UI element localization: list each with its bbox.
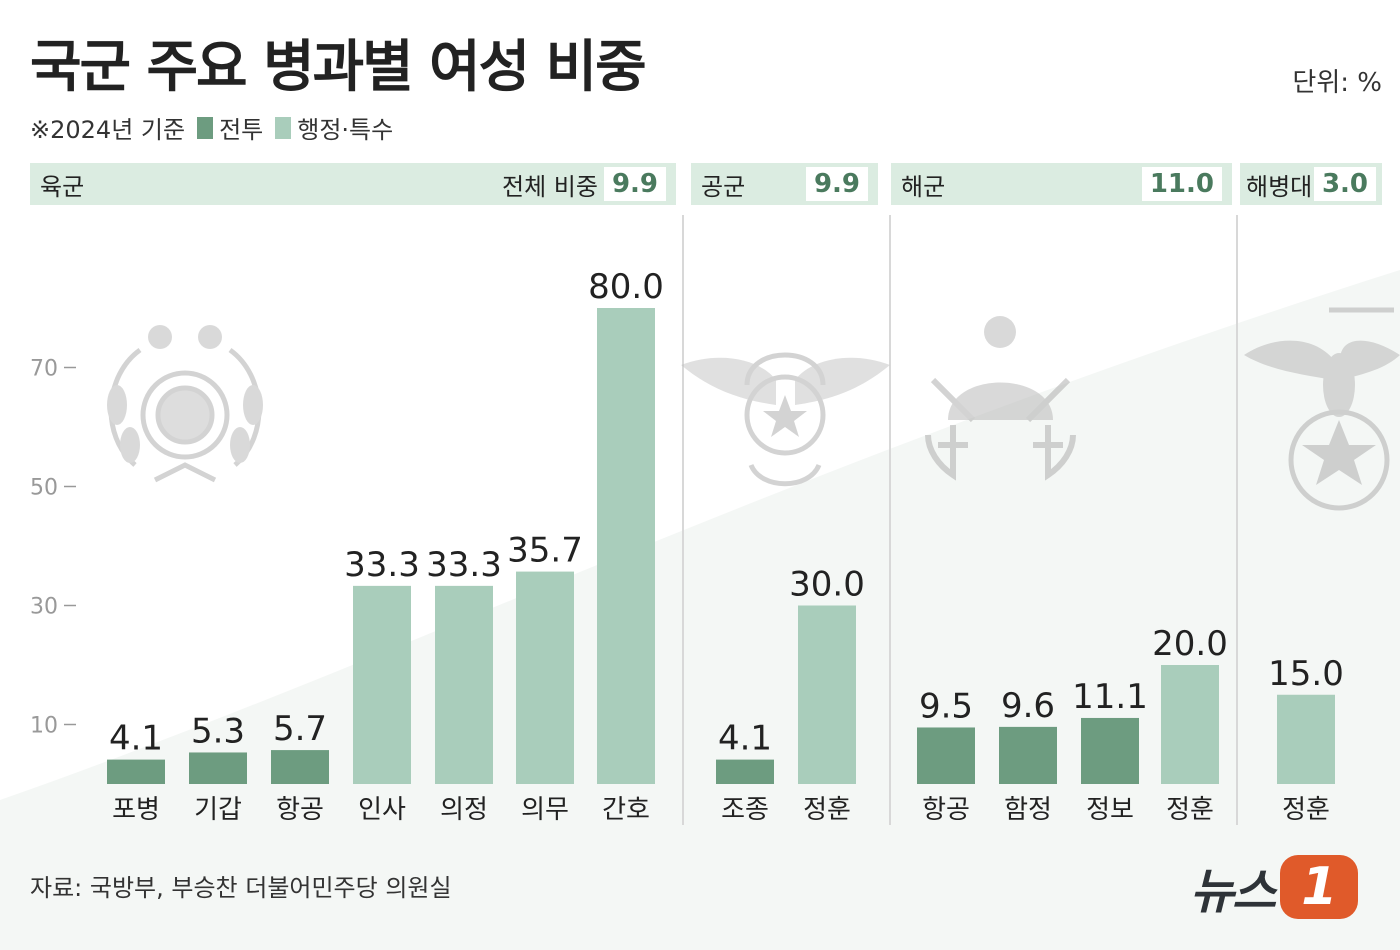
legend-swatch-admin [275, 116, 292, 139]
bar-value-label: 33.3 [344, 545, 420, 585]
branch-name: 공군 [701, 172, 746, 201]
bar-value-label: 5.7 [273, 709, 327, 749]
bar-combat [189, 752, 247, 784]
branch-name: 육군 [40, 172, 85, 201]
y-tick-label: 70 [30, 357, 58, 382]
bar-admin [353, 585, 411, 784]
logo-text: 뉴스 [1190, 864, 1276, 920]
bar-value-label: 33.3 [426, 545, 502, 585]
army-emblem-icon [107, 325, 263, 483]
branch-total-label: 전체 비중 [501, 172, 598, 201]
branch-header-navy: 해군 11.0 [891, 163, 1232, 205]
category-label: 의정 [440, 795, 488, 825]
bar-value-label: 5.3 [191, 711, 245, 751]
category-label: 항공 [922, 795, 970, 825]
category-label: 조종 [721, 795, 769, 825]
bar-value-label: 11.1 [1072, 677, 1148, 717]
bar-value-label: 20.0 [1152, 624, 1228, 664]
section-divider [1236, 215, 1238, 825]
basis-note: ※2024년 기준 [30, 116, 186, 144]
branch-header-army: 육군 전체 비중 9.9 [30, 163, 676, 205]
branch-header-marine-corps: 해병대 3.0 [1240, 163, 1382, 205]
category-label: 정훈 [1282, 795, 1330, 825]
bar-combat [917, 727, 975, 784]
bar-value-label: 80.0 [588, 267, 664, 307]
bar-value-label: 30.0 [789, 565, 865, 605]
bar-admin [435, 585, 493, 784]
bar-value-label: 9.5 [919, 686, 973, 726]
category-label: 함정 [1004, 795, 1052, 825]
bar-admin [798, 605, 856, 784]
legend-swatch-combat [197, 116, 214, 139]
category-label: 정훈 [803, 795, 851, 825]
y-tick-label: 10 [30, 714, 58, 739]
branch-total-value: 11.0 [1141, 167, 1222, 201]
bar-combat [271, 750, 329, 784]
section-divider [682, 215, 684, 825]
category-label: 정보 [1086, 795, 1134, 825]
subtitle-row: ※2024년 기준 전투 행정·특수 [30, 110, 393, 145]
bar-value-label: 35.7 [507, 531, 583, 571]
logo-mark: 1 [1280, 855, 1359, 919]
branch-header-air-force: 공군 9.9 [691, 163, 878, 205]
marine-corps-emblem-icon [1244, 307, 1400, 511]
legend-label-admin: 행정·특수 [297, 116, 394, 144]
y-tick-label: 50 [30, 476, 58, 501]
category-label: 의무 [521, 795, 569, 825]
branch-total-value: 9.9 [603, 167, 666, 201]
bar-value-label: 4.1 [109, 719, 163, 759]
bar-combat [107, 759, 165, 784]
bar-admin [1161, 665, 1219, 784]
navy-emblem-icon [925, 316, 1076, 481]
unit-label: 단위: % [1292, 68, 1382, 98]
branch-name: 해병대 [1246, 172, 1313, 201]
bar-value-label: 4.1 [718, 719, 772, 759]
category-label: 인사 [358, 795, 406, 825]
bar-combat [716, 759, 774, 784]
source-note: 자료: 국방부, 부승찬 더불어민주당 의원실 [30, 874, 452, 902]
bar-combat [1081, 717, 1139, 784]
news1-logo: 뉴스 1 [1190, 852, 1359, 922]
category-label: 항공 [276, 795, 324, 825]
section-divider [889, 215, 891, 825]
bar-value-label: 9.6 [1001, 686, 1055, 726]
category-label: 포병 [112, 795, 160, 825]
bar-combat [999, 726, 1057, 784]
category-label: 간호 [602, 795, 650, 825]
bar-admin [516, 571, 574, 784]
category-label: 정훈 [1166, 795, 1214, 825]
y-tick-label: 30 [30, 595, 58, 620]
branch-name: 해군 [901, 172, 946, 201]
legend-label-combat: 전투 [219, 116, 264, 144]
branch-total-value: 3.0 [1313, 167, 1376, 201]
bar-value-label: 15.0 [1268, 654, 1344, 694]
page-title: 국군 주요 병과별 여성 비중 [30, 35, 647, 100]
bar-admin [597, 308, 655, 784]
category-label: 기갑 [194, 795, 242, 825]
air-force-emblem-icon [681, 352, 890, 487]
bar-admin [1277, 694, 1335, 784]
branch-total-value: 9.9 [805, 167, 868, 201]
